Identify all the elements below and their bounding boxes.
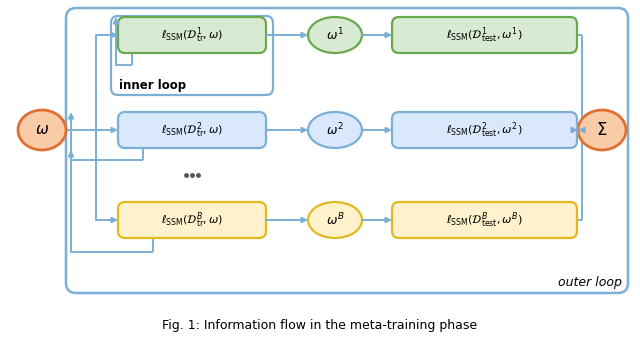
FancyBboxPatch shape	[118, 112, 266, 148]
Text: $\ell_{\mathrm{SSM}}(\mathcal{D}^{2}_{\mathrm{tr}}, \omega)$: $\ell_{\mathrm{SSM}}(\mathcal{D}^{2}_{\m…	[161, 120, 223, 140]
FancyBboxPatch shape	[118, 202, 266, 238]
Ellipse shape	[308, 112, 362, 148]
Text: $\ell_{\mathrm{SSM}}(\mathcal{D}^{B}_{\mathrm{test}}, \omega^{B})$: $\ell_{\mathrm{SSM}}(\mathcal{D}^{B}_{\m…	[446, 210, 523, 230]
Text: $\ell_{\mathrm{SSM}}(\mathcal{D}^{B}_{\mathrm{tr}}, \omega)$: $\ell_{\mathrm{SSM}}(\mathcal{D}^{B}_{\m…	[161, 210, 223, 230]
FancyBboxPatch shape	[392, 202, 577, 238]
Text: $\ell_{\mathrm{SSM}}(\mathcal{D}^{1}_{\mathrm{tr}}, \omega)$: $\ell_{\mathrm{SSM}}(\mathcal{D}^{1}_{\m…	[161, 25, 223, 45]
Text: $\Sigma$: $\Sigma$	[596, 121, 608, 139]
FancyBboxPatch shape	[392, 17, 577, 53]
FancyBboxPatch shape	[118, 17, 266, 53]
Text: $\omega^{2}$: $\omega^{2}$	[326, 122, 344, 138]
Ellipse shape	[18, 110, 66, 150]
Text: $\omega^{B}$: $\omega^{B}$	[326, 212, 344, 228]
Ellipse shape	[308, 202, 362, 238]
Text: $\omega^{1}$: $\omega^{1}$	[326, 27, 344, 43]
FancyBboxPatch shape	[392, 112, 577, 148]
Text: outer loop: outer loop	[558, 276, 622, 289]
Text: Fig. 1: Information flow in the meta-training phase: Fig. 1: Information flow in the meta-tra…	[163, 318, 477, 331]
Text: $\ell_{\mathrm{SSM}}(\mathcal{D}^{2}_{\mathrm{test}}, \omega^{2})$: $\ell_{\mathrm{SSM}}(\mathcal{D}^{2}_{\m…	[446, 120, 523, 140]
Ellipse shape	[578, 110, 626, 150]
Text: $\omega$: $\omega$	[35, 122, 49, 138]
Text: inner loop: inner loop	[119, 79, 186, 92]
Ellipse shape	[308, 17, 362, 53]
Text: $\ell_{\mathrm{SSM}}(\mathcal{D}^{1}_{\mathrm{test}}, \omega^{1})$: $\ell_{\mathrm{SSM}}(\mathcal{D}^{1}_{\m…	[446, 25, 523, 45]
